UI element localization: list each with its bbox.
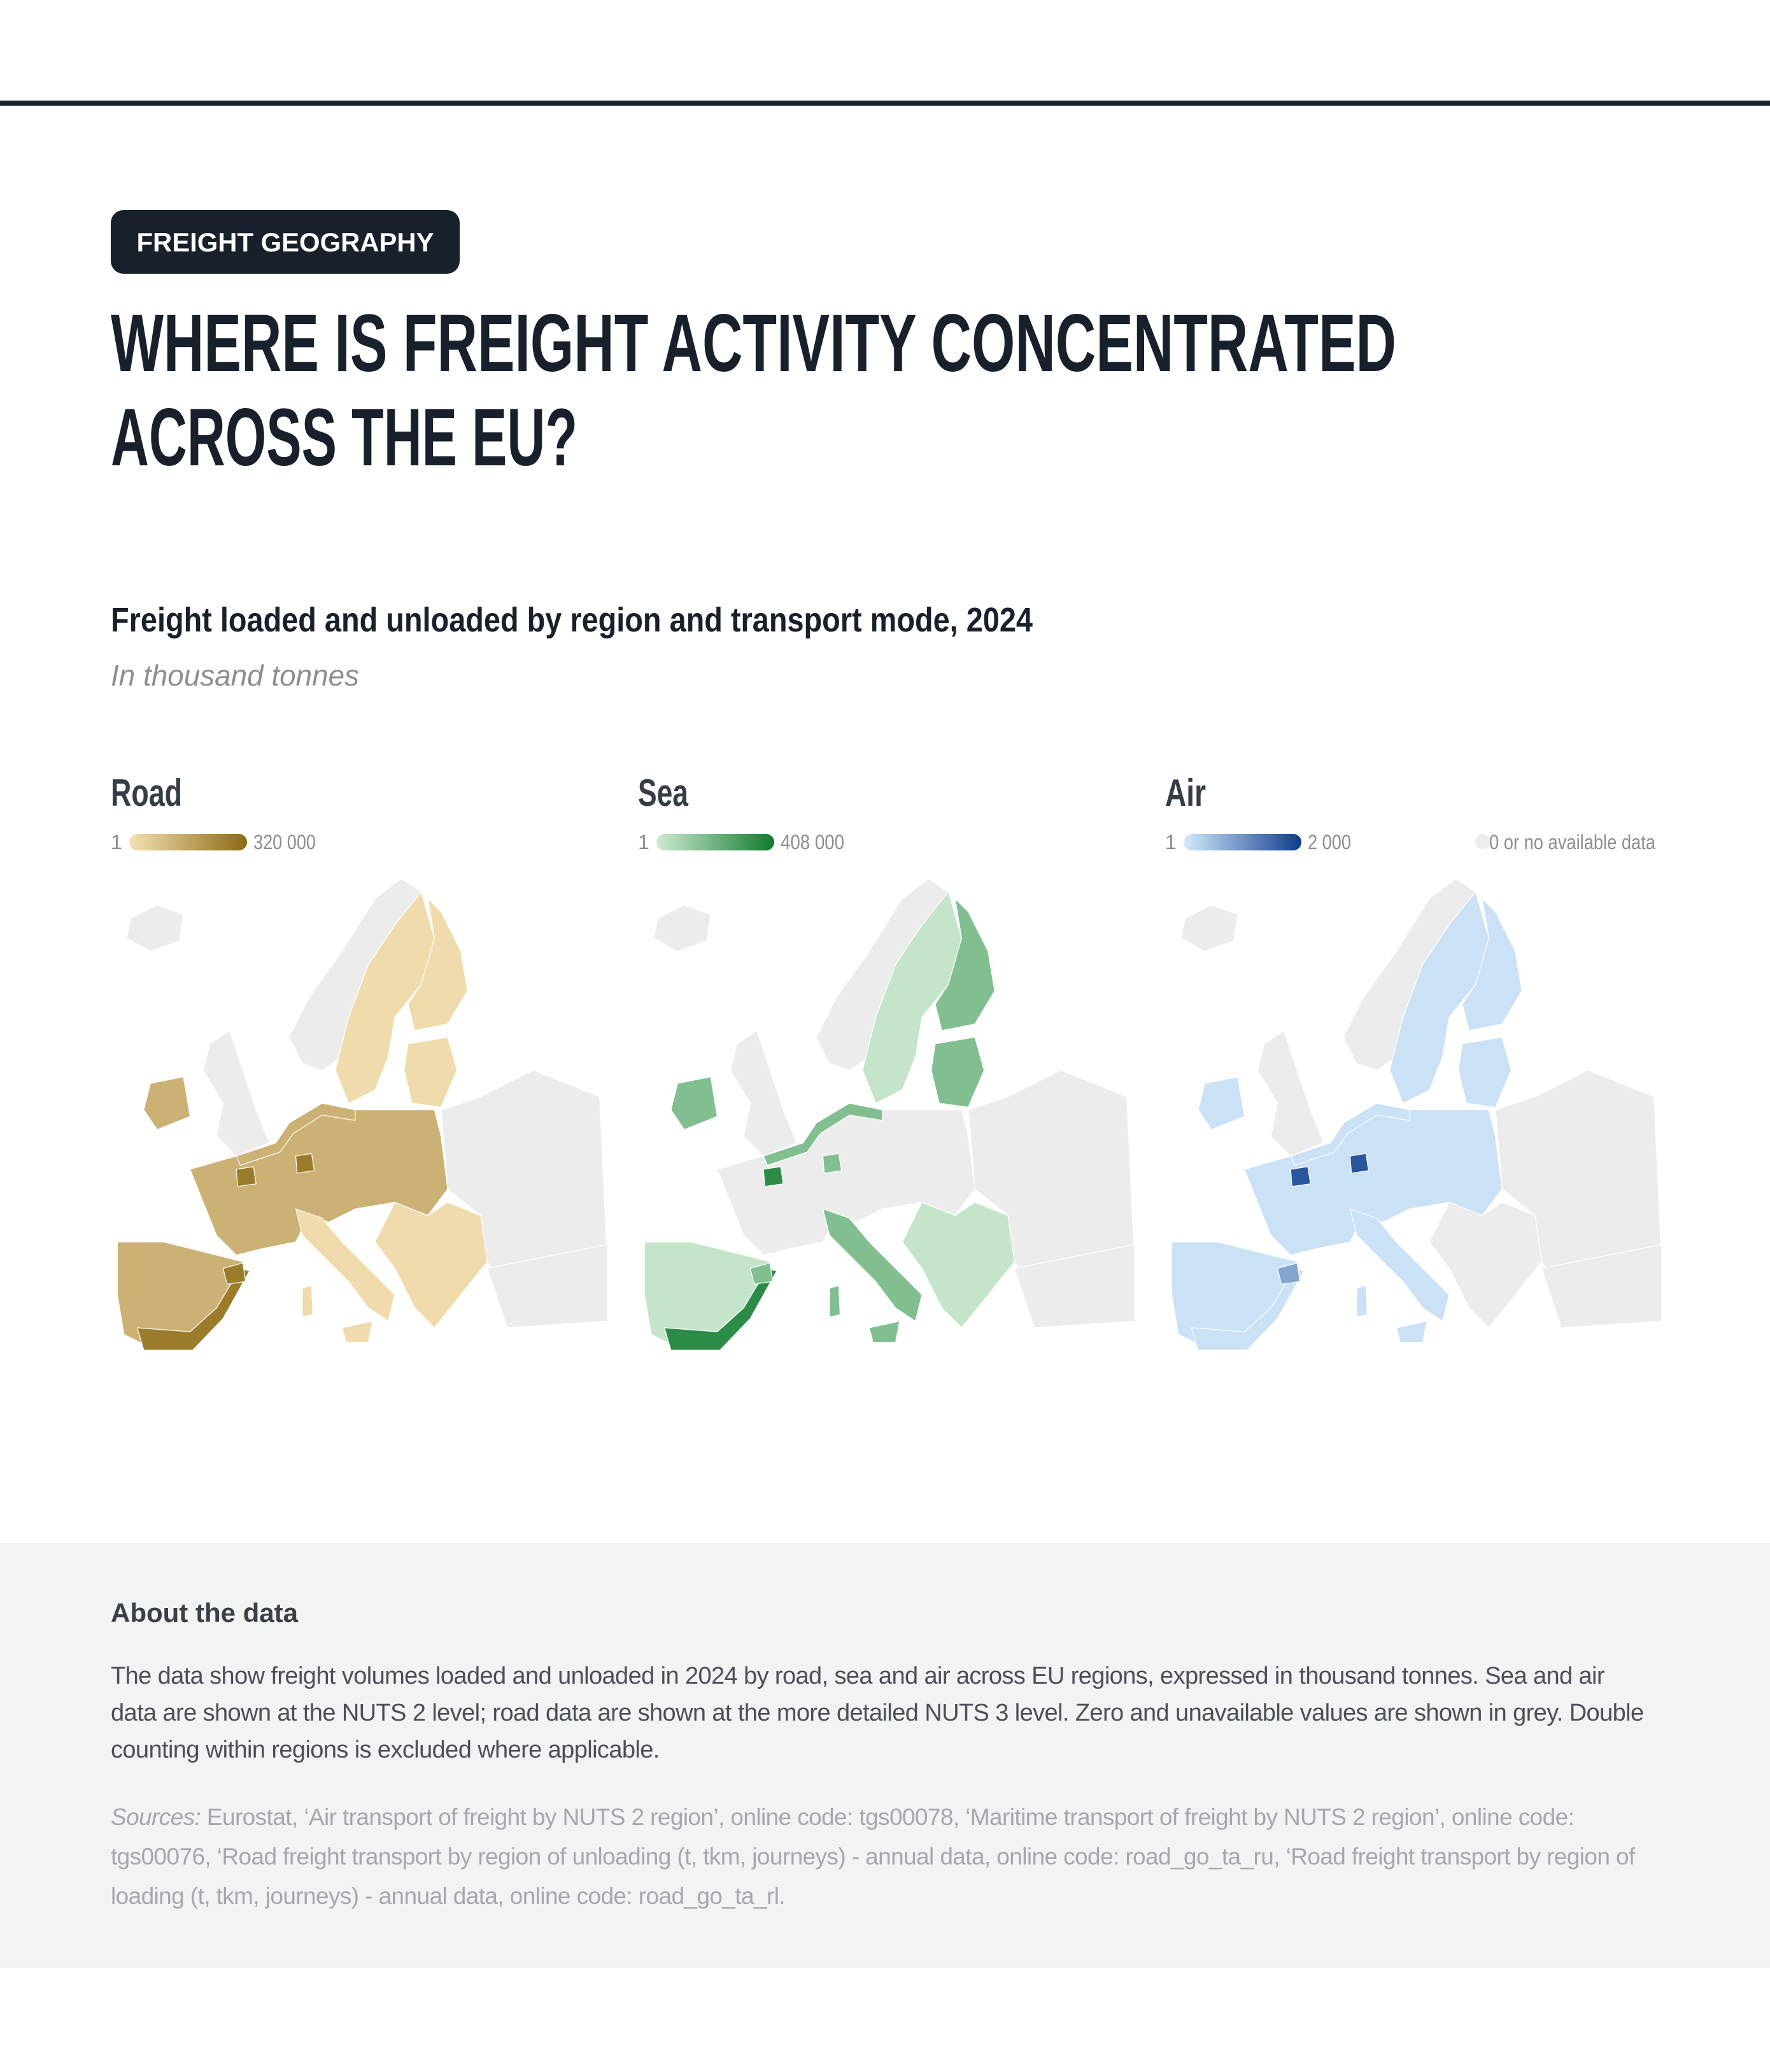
legend-min: 1 [111,831,122,854]
about-text: The data show freight volumes loaded and… [111,1663,1644,1763]
region-iceland [126,905,184,952]
region-balkans [1429,1202,1542,1328]
region-sicily [868,1320,900,1343]
legend-min: 1 [1165,831,1177,854]
region-sardinia [829,1285,841,1318]
region-uk [202,1030,270,1157]
region-italy [1349,1208,1450,1322]
about-heading: About the data [111,1598,298,1628]
region-turkey [486,1244,608,1328]
region-ireland [670,1076,718,1131]
region-italy [822,1208,923,1322]
region-hub-3 [749,1262,774,1285]
region-hub-1 [763,1166,784,1187]
region-sicily [1396,1320,1427,1343]
legend-max: 320 000 [253,831,316,854]
legend-min: 1 [638,831,649,854]
region-hub-3 [222,1262,246,1285]
map-title: Sea [638,772,688,814]
region-baltics [1458,1036,1512,1108]
region-iceland [1180,905,1238,952]
figure-subtitle: In thousand tonnes [111,659,359,692]
sources: Sources: Eurostat, ‘Air transport of fre… [111,1798,1652,1916]
no-data-label: 0 or no available data [1489,831,1655,854]
region-hub-3 [1277,1262,1301,1285]
region-sweden [862,891,962,1104]
region-ireland [1198,1076,1245,1131]
map [644,878,1135,1351]
top-rule [0,101,1770,106]
no-data-swatch [1475,834,1490,849]
region-sardinia [302,1285,314,1318]
region-uk [1257,1030,1324,1157]
legend-bar [129,834,247,850]
region-hub-2 [295,1153,315,1174]
region-balkans [374,1202,488,1328]
region-hub-1 [1290,1166,1311,1187]
map [117,878,608,1351]
region-ireland [143,1076,191,1131]
legend-max: 2 000 [1308,831,1351,854]
region-coast-north [1290,1103,1410,1166]
title-line: WHERE IS FREIGHT ACTIVITY CONCENTRATED [111,298,1396,389]
region-finland [935,898,995,1031]
legend-max: 408 000 [781,831,844,854]
map-title: Road [111,772,182,814]
region-uk [730,1030,797,1157]
region-hub-2 [822,1153,842,1174]
map-title: Air [1165,772,1206,814]
region-sardinia [1356,1285,1368,1318]
region-balkans [902,1202,1015,1328]
region-coast-north [236,1103,356,1166]
region-baltics [404,1036,458,1108]
tag-box [111,210,460,274]
figure-title: Freight loaded and unloaded by region an… [111,601,1033,639]
region-hub-1 [236,1166,257,1187]
region-coast-north [763,1103,883,1166]
legend-bar [656,834,774,850]
sources-label: Sources: [111,1804,201,1830]
region-sicily [341,1320,373,1343]
figure: FREIGHT GEOGRAPHY WHERE IS FREIGHT ACTIV… [0,101,1770,1351]
region-baltics [931,1036,985,1108]
region-hub-2 [1349,1153,1370,1174]
region-finland [1462,898,1522,1031]
tag: FREIGHT GEOGRAPHY [137,227,434,257]
region-sweden [335,891,435,1104]
region-turkey [1541,1244,1662,1328]
region-iceland [653,905,711,952]
legend-bar [1184,834,1301,850]
region-finland [407,898,468,1031]
title-line: ACROSS THE EU? [111,392,577,483]
sources-text: Eurostat, ‘Air transport of freight by N… [111,1804,1635,1909]
region-turkey [1014,1244,1135,1328]
about-section: About the data The data show freight vol… [0,1543,1770,1968]
region-sweden [1389,891,1489,1104]
map [1171,878,1662,1351]
region-italy [295,1208,395,1322]
